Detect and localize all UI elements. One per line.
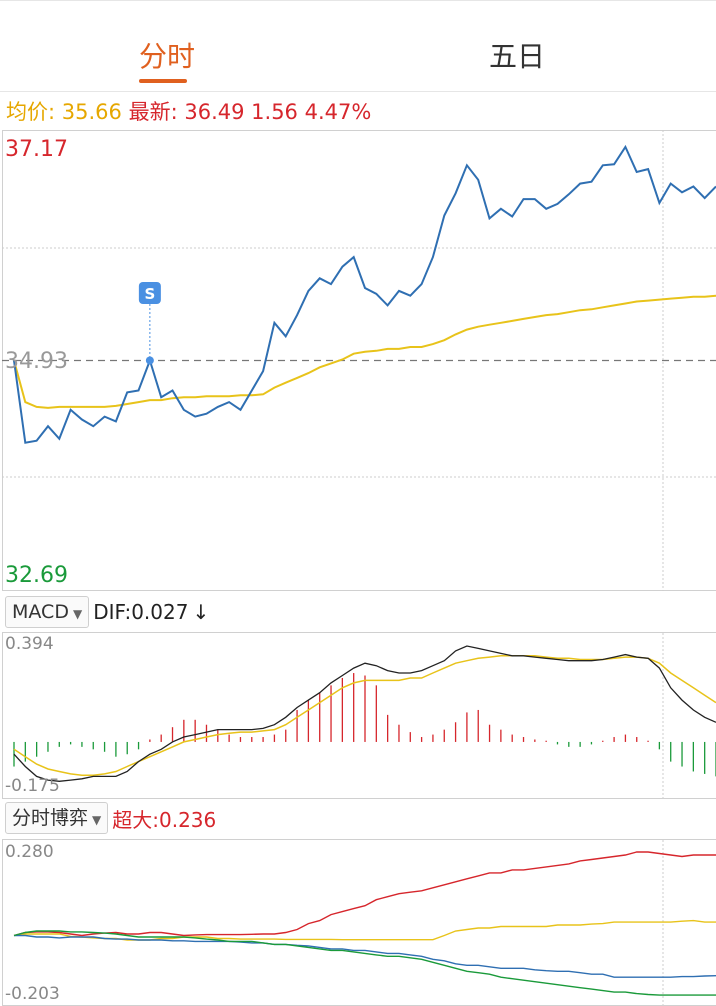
- game-indicator-select[interactable]: 分时博弈 ▼: [5, 802, 109, 834]
- latest-price-value: 36.49: [184, 100, 245, 124]
- avg-price-line: [13, 294, 716, 409]
- quote-info-bar: 均价: 35.66 最新: 36.49 1.56 4.47%: [6, 96, 371, 126]
- avg-price-value: 35.66: [61, 100, 122, 124]
- game-header: 分时博弈 ▼ 超大:0.236: [5, 802, 217, 834]
- game-super-large-value: 超大:0.236: [112, 807, 217, 832]
- game-line-2: [13, 919, 716, 941]
- signal-marker-badge: [138, 282, 161, 304]
- price-high-label: 37.17: [5, 137, 68, 162]
- avg-price-label: 均价:: [6, 100, 56, 124]
- active-tab-indicator: [139, 79, 187, 83]
- tab-intraday[interactable]: 分时: [139, 40, 196, 73]
- game-line-4: [13, 930, 716, 996]
- dropdown-triangle-icon: ▼: [92, 813, 102, 827]
- signal-marker-text: S: [144, 285, 155, 303]
- game-ymax-label: 0.280: [5, 842, 54, 862]
- prev-close-label: 34.93: [5, 349, 68, 374]
- game-line-1: [13, 851, 716, 937]
- macd-header: MACD ▼ DIF:0.027 ↓: [5, 596, 210, 628]
- macd-indicator-select[interactable]: MACD ▼: [5, 596, 90, 628]
- signal-marker-dot: [145, 356, 154, 365]
- game-line-3: [14, 934, 716, 978]
- game-select-label: 分时博弈: [12, 807, 89, 829]
- down-arrow-icon: ↓: [192, 600, 210, 624]
- macd-dif-line: [13, 645, 716, 782]
- macd-frame: [2, 632, 716, 799]
- macd-ymax-label: 0.394: [5, 634, 54, 654]
- price-line: [13, 144, 716, 444]
- latest-price-label: 最新:: [128, 100, 178, 124]
- macd-select-label: MACD: [12, 601, 69, 623]
- dropdown-triangle-icon: ▼: [72, 607, 83, 621]
- tab-five-day[interactable]: 五日: [489, 40, 546, 73]
- price-change-percent: 4.47%: [304, 100, 372, 124]
- game-ymin-label: -0.203: [5, 984, 60, 1004]
- price-change: 1.56: [251, 100, 298, 124]
- price-low-label: 32.69: [5, 563, 68, 588]
- period-tabs: 分时 五日: [0, 0, 716, 92]
- macd-dif-value: DIF:0.027: [93, 600, 189, 624]
- macd-ymin-label: -0.175: [5, 776, 60, 796]
